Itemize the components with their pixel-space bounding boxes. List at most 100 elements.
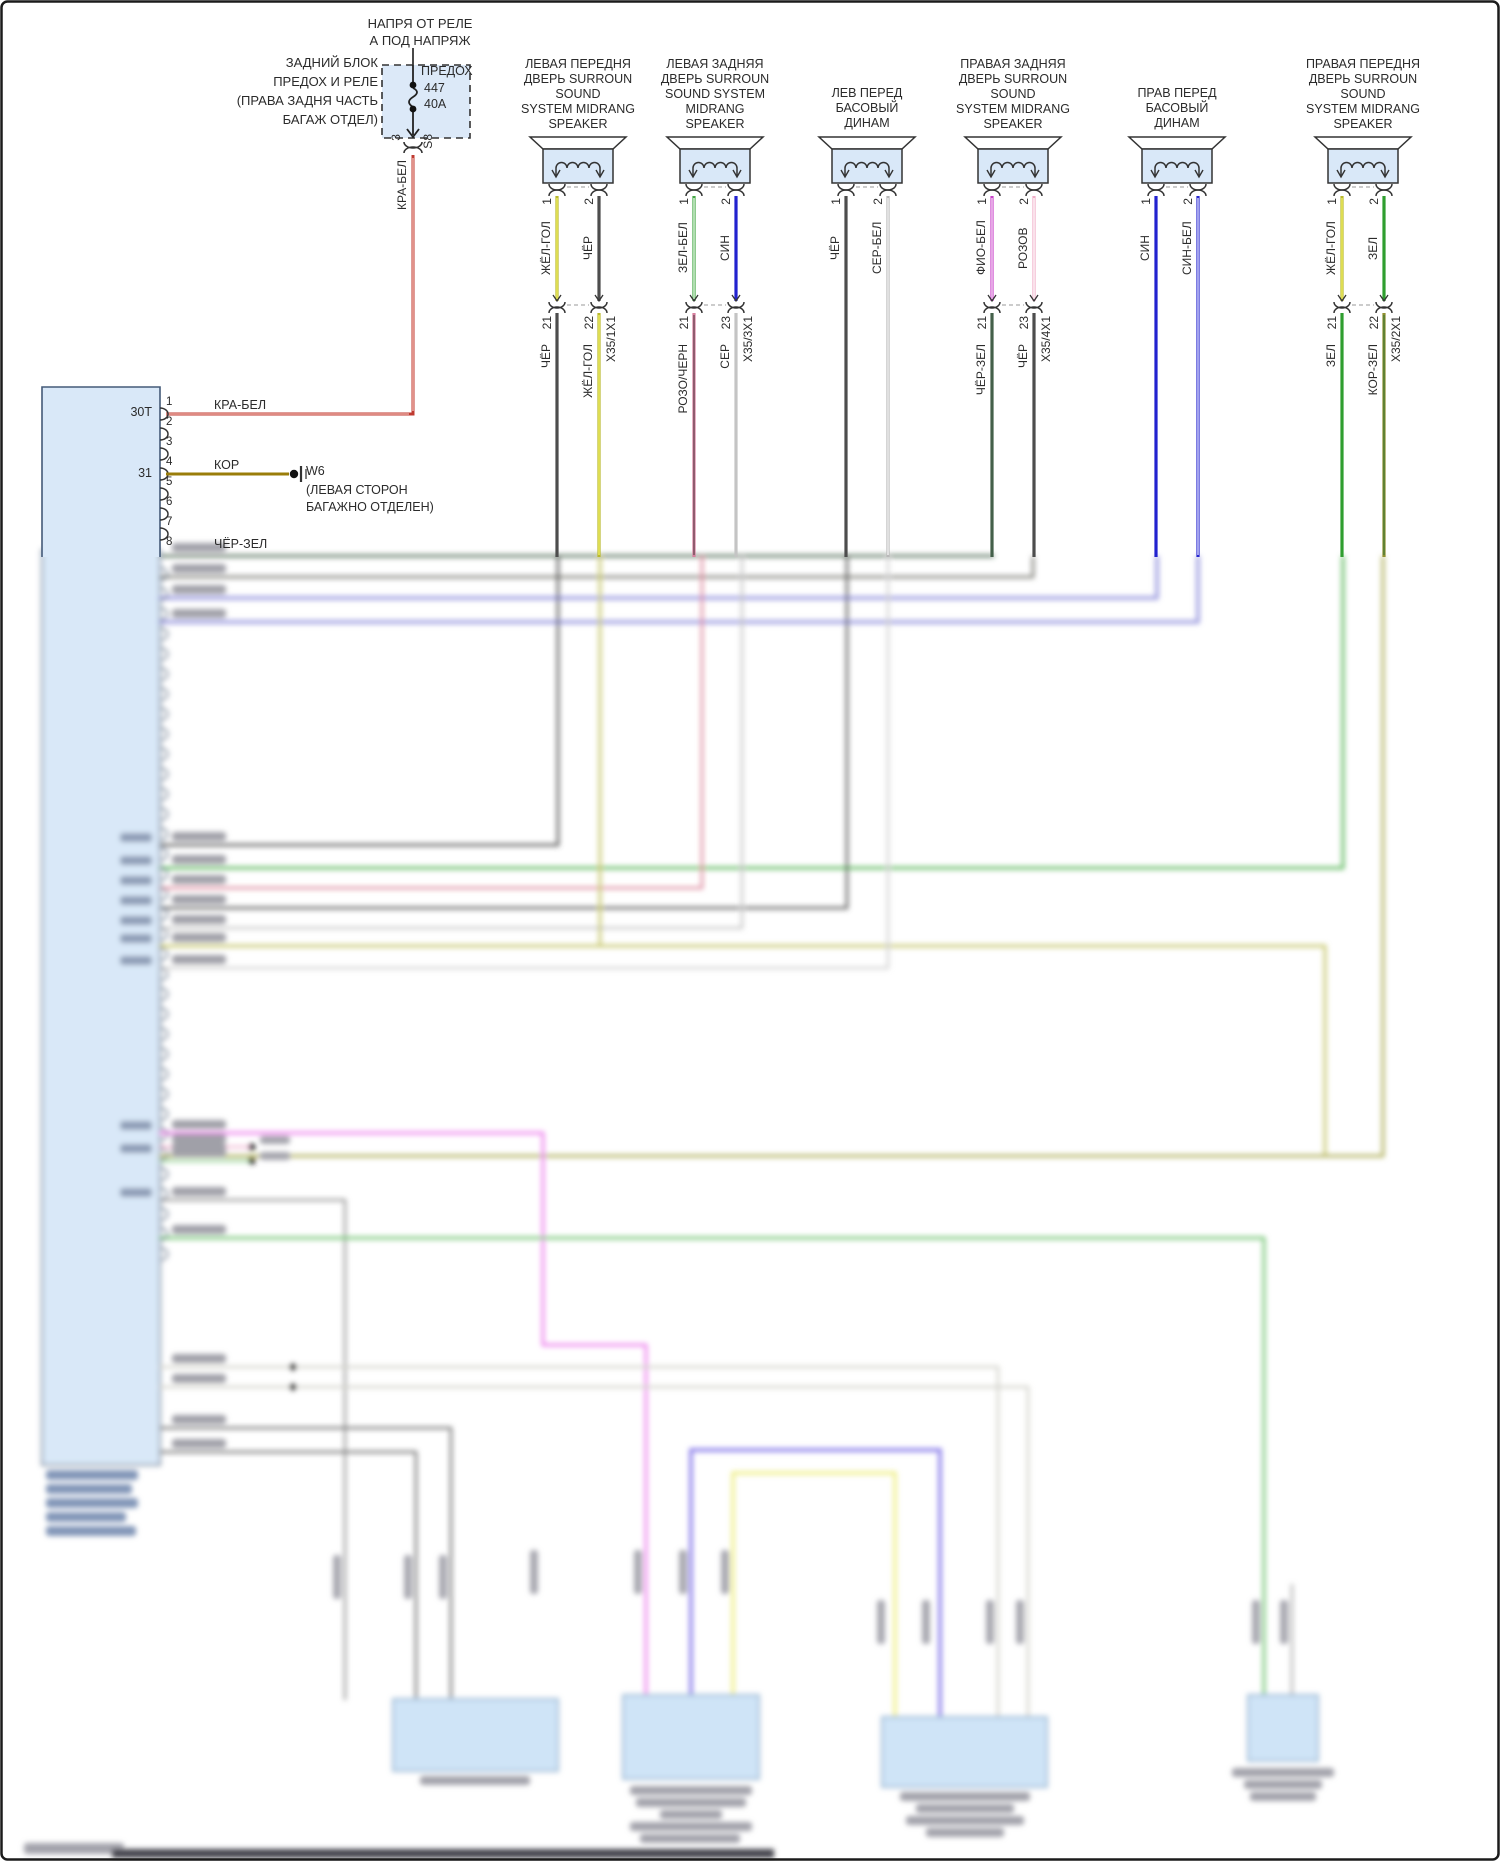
speaker-pin-arc <box>1375 183 1393 191</box>
blurred-module-label-ghosts <box>46 1470 138 1536</box>
module-pin-arc-blurred <box>159 867 169 881</box>
module-pin-arc-blurred <box>159 987 169 1001</box>
module-pin-arc-blurred <box>159 847 169 861</box>
wire-arrow <box>552 294 562 303</box>
speaker-horn <box>1127 136 1227 150</box>
connector-pin-number: 22 <box>582 316 596 330</box>
wire-color-label: РОЗОВ <box>1016 227 1030 269</box>
module-pin-arc-blurred <box>159 887 169 901</box>
component-box <box>392 1698 559 1772</box>
connector-s8-label: S8 <box>421 134 435 149</box>
wire-color-label-below: РОЗО/ЧЕРН <box>676 344 690 414</box>
wire-arrow <box>594 294 604 303</box>
speaker-title: ПРАВАЯ ЗАДНЯЯ ДВЕРЬ SURROUN SOUND SYSTEM… <box>956 57 1070 131</box>
speaker-title: ЛЕВ ПЕРЕД БАСОВЫЙ ДИНАМ <box>831 86 903 130</box>
blurred-text-ghost <box>120 1121 152 1130</box>
wire-color-label: СЕР-БЕЛ <box>870 221 884 275</box>
bottom-component-boxes <box>392 1694 1319 1788</box>
inline-connector-arc <box>685 306 703 314</box>
blurred-text-ghost <box>172 585 226 594</box>
module-pin-arc-blurred <box>159 1127 169 1141</box>
coil-arrows <box>1150 169 1204 179</box>
wire-color-label: ЖЁЛ-ГОЛ <box>539 221 553 275</box>
speaker-pin-arc <box>590 183 608 191</box>
amplifier-module-top <box>42 387 160 557</box>
module-pin-arc-blurred <box>159 927 169 941</box>
blurred-text-ghost <box>922 1600 930 1644</box>
wire-color-label-below: ЖЁЛ-ГОЛ <box>581 344 595 398</box>
module-pin-arc-blurred <box>159 1027 169 1041</box>
speaker-title: ЛЕВАЯ ЗАДНЯЯ ДВЕРЬ SURROUN SOUND SYSTEM … <box>660 57 770 131</box>
blurred-text-ghost <box>172 1354 226 1363</box>
inline-connector-arc <box>727 301 745 309</box>
speakers-graphics <box>528 136 1413 557</box>
connector-pin-number: 21 <box>1325 316 1339 330</box>
speaker-horn <box>665 136 765 150</box>
wire-color-label-below: ЧЁР-ЗЕЛ <box>974 344 988 396</box>
blurred-text-ghost <box>120 934 152 943</box>
blurred-text-ghost <box>172 1143 226 1152</box>
module-bus-31: 31 <box>138 466 152 480</box>
speaker-pin-arc <box>1147 183 1165 191</box>
module-pin-arc-blurred <box>159 647 169 661</box>
module-pin-arc <box>159 527 169 541</box>
module-pin-arc-blurred <box>159 1147 169 1161</box>
voice-coil <box>692 161 738 176</box>
blurred-text-ghost <box>172 1225 226 1234</box>
coil-arrows <box>551 169 605 179</box>
connector-arc <box>403 146 423 154</box>
speaker-title: ПРАВ ПЕРЕД БАСОВЫЙ ДИНАМ <box>1137 86 1217 130</box>
voice-coil <box>555 161 601 176</box>
inline-connector-arc <box>983 301 1001 309</box>
wire-color-label: ЧЁР <box>828 236 842 261</box>
module-pin-number: 6 <box>166 496 173 508</box>
speaker-title: ПРАВАЯ ПЕРЕДНЯ ДВЕРЬ SURROUN SOUND SYSTE… <box>1305 57 1421 131</box>
module-pin-arc-blurred <box>159 727 169 741</box>
blurred-text-ghost <box>172 1415 226 1424</box>
fuse-label: ПРЕДОХ <box>421 64 473 78</box>
blurred-text-ghost <box>679 1550 687 1594</box>
connector-pin-number: 23 <box>1017 316 1031 330</box>
speaker-symbol <box>1313 136 1413 557</box>
blurred-text-ghost <box>172 855 226 864</box>
inline-connector-arc <box>1375 306 1393 314</box>
wire-color-label: ЖЁЛ-ГОЛ <box>1324 221 1338 275</box>
inline-connector-arc <box>1333 301 1351 309</box>
inline-connector-arc <box>590 301 608 309</box>
speaker-pin-arc <box>837 183 855 191</box>
module-pin-number: 7 <box>166 516 173 528</box>
module-pin8-wire-label: ЧЁР-ЗЕЛ <box>214 537 268 551</box>
wire-color-label: СИН <box>1138 235 1152 261</box>
wire-arrow <box>987 294 997 303</box>
speaker-symbol <box>528 136 628 557</box>
blurred-wires <box>158 554 1385 1719</box>
fuse-node <box>409 81 417 89</box>
component-box <box>881 1716 1048 1788</box>
speaker-pin-arc <box>1333 189 1351 197</box>
module-pin-arc-blurred <box>159 767 169 781</box>
module-pin-arc-blurred <box>159 1207 169 1221</box>
speaker-pin-arc <box>548 183 566 191</box>
wire-label-kra-bel-vertical: КРА-БЕЛ <box>395 160 409 210</box>
speaker-pin-arc <box>548 189 566 197</box>
inline-connector-arc <box>727 306 745 314</box>
blurred-text-ghost <box>172 1187 226 1196</box>
fuse-relay-box <box>381 64 471 139</box>
blurred-text-ghost <box>1280 1600 1288 1644</box>
speaker-pin-arc <box>837 189 855 197</box>
blurred-text-ghost <box>172 1374 226 1383</box>
speaker-body <box>977 148 1049 184</box>
module-pin-arc-blurred <box>159 1107 169 1121</box>
blurred-text-ghosts <box>24 1136 1334 1854</box>
ground-dot <box>289 469 299 479</box>
wire-color-label: ЗЕЛ-БЕЛ <box>676 222 690 274</box>
connector-pin-number: 21 <box>677 316 691 330</box>
speaker-pin-arc <box>983 183 1001 191</box>
connector-name: X35/4X1 <box>1039 316 1053 363</box>
blurred-text-ghost <box>172 1439 226 1448</box>
voice-coil <box>844 161 890 176</box>
wire-color-label: ЗЕЛ <box>1366 236 1380 260</box>
blurred-text-ghost <box>1016 1600 1024 1644</box>
